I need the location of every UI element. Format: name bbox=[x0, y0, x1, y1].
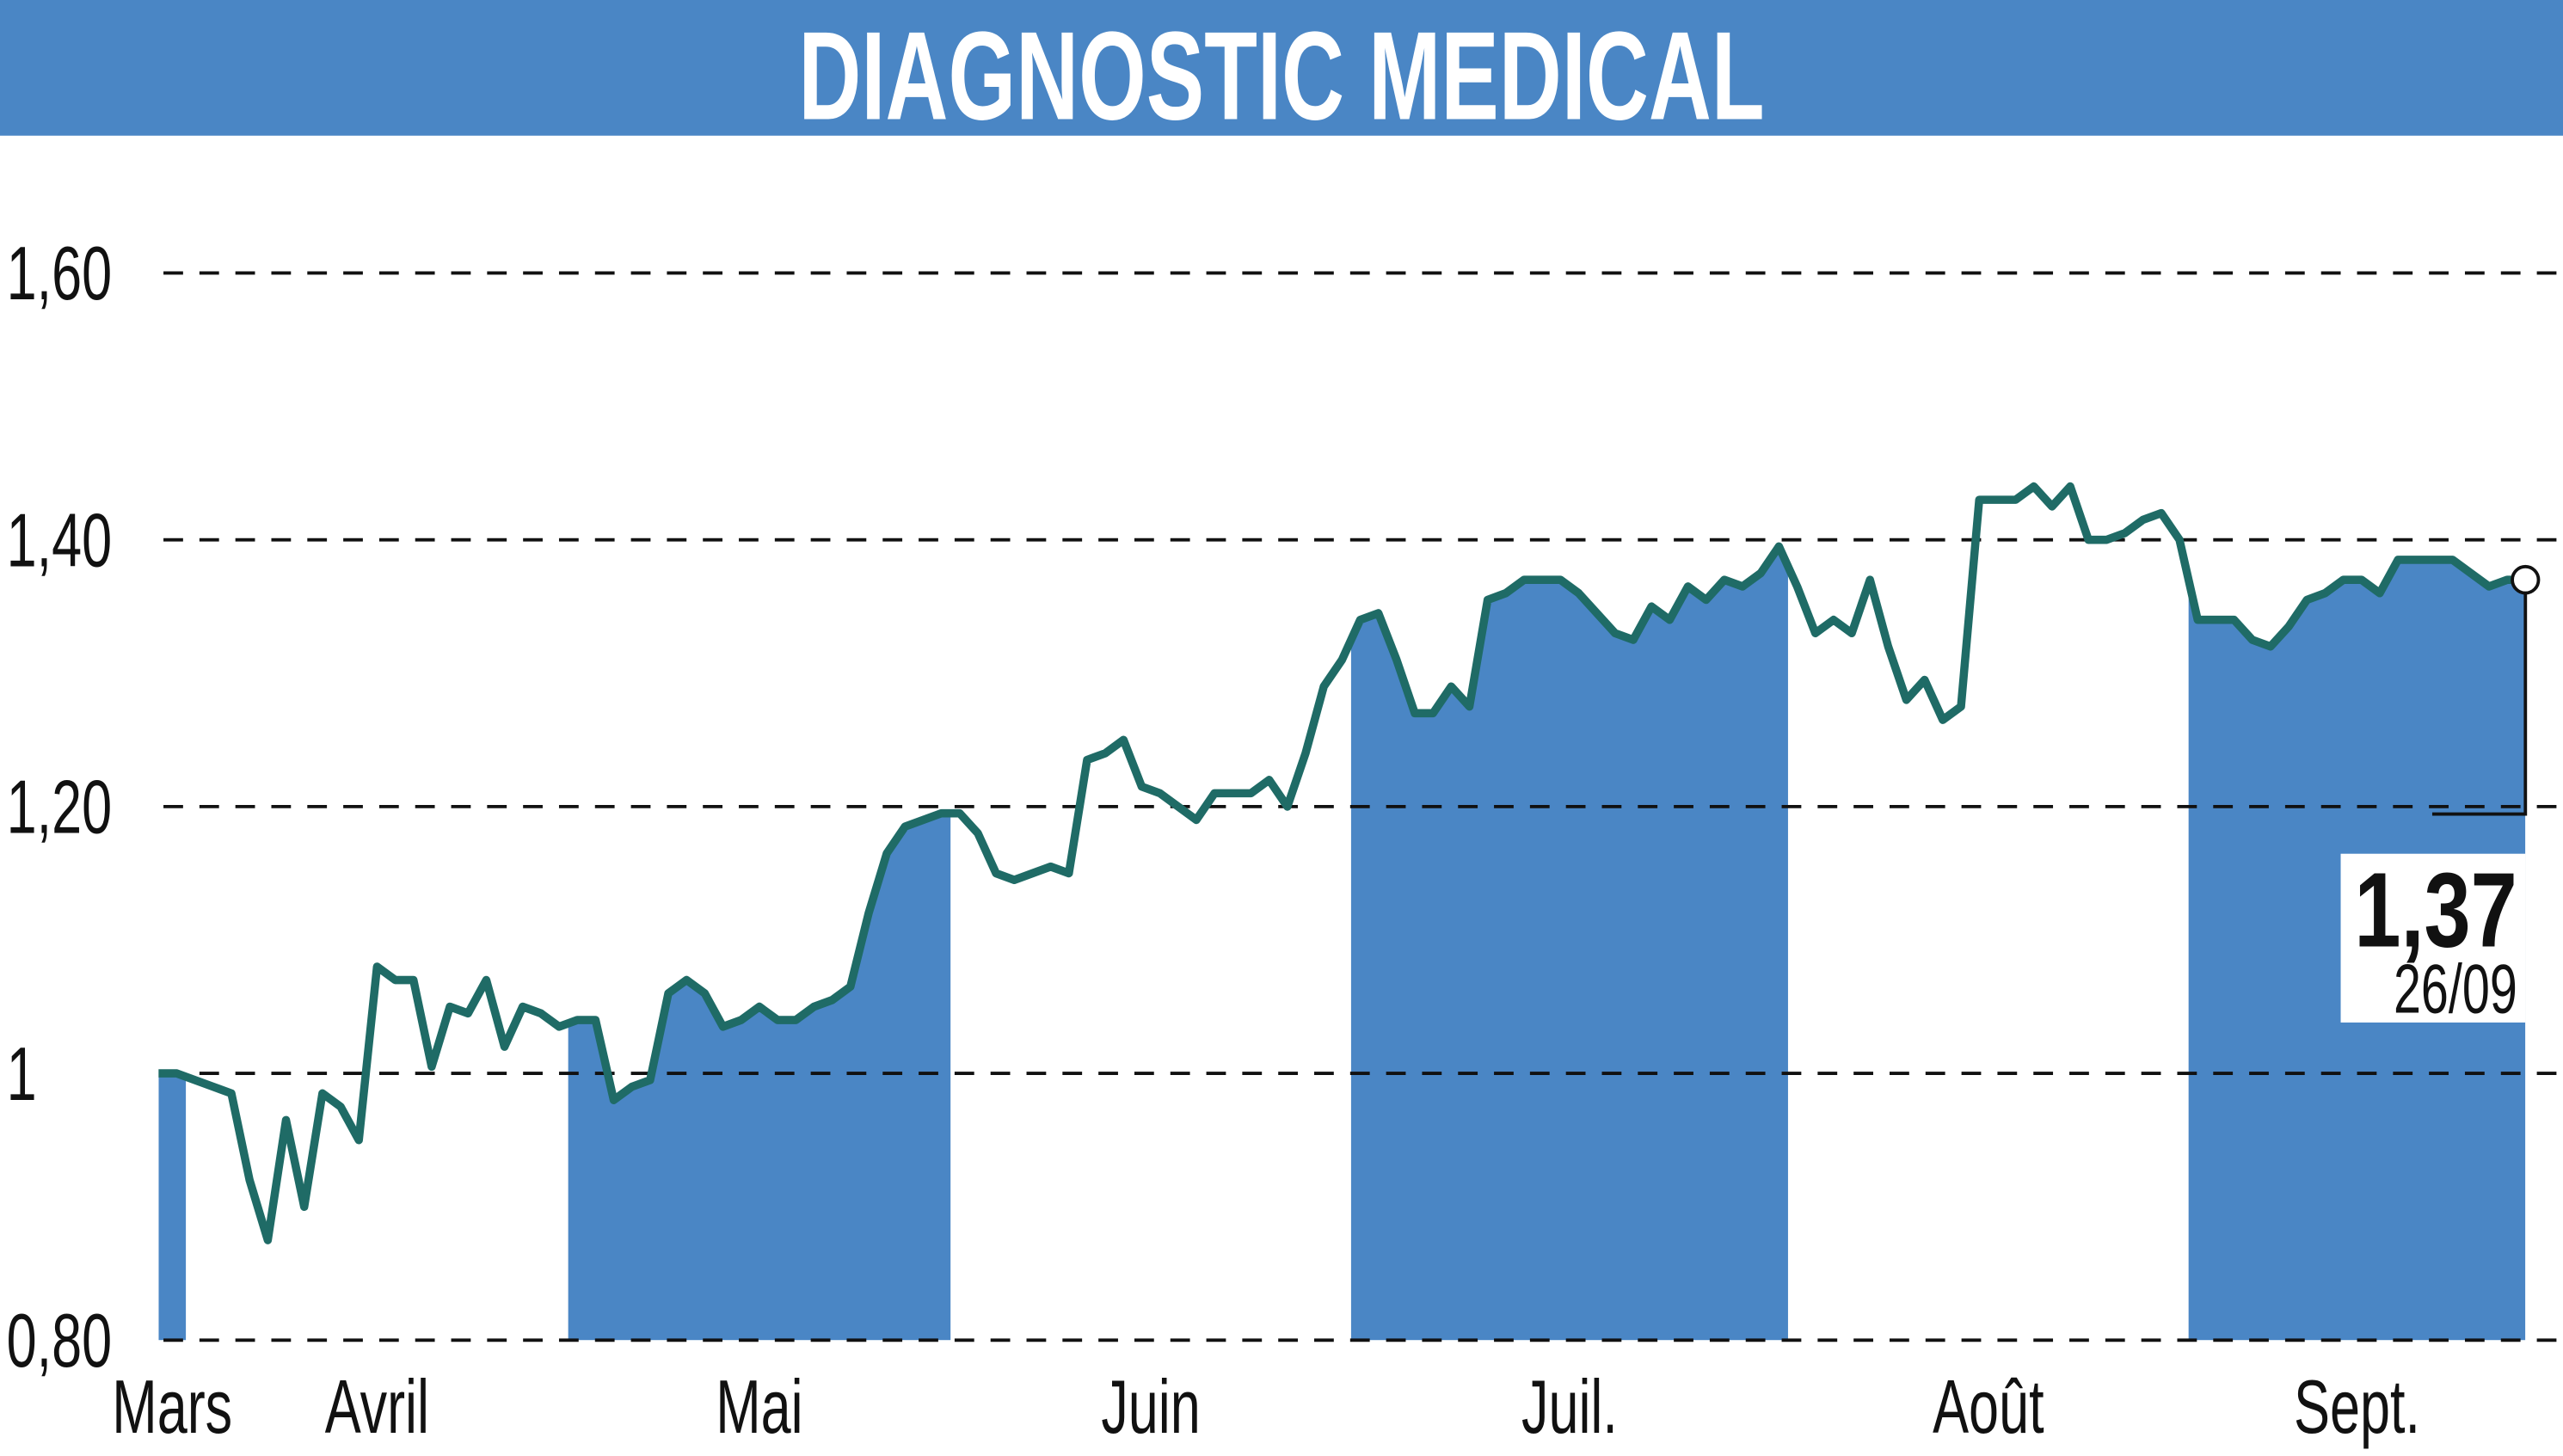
y-tick-label: 0,80 bbox=[7, 1299, 113, 1384]
price-line bbox=[158, 482, 2526, 1244]
last-point bbox=[2511, 564, 2541, 595]
x-tick-label: Mai bbox=[716, 1365, 802, 1450]
x-tick-label: Août bbox=[1933, 1365, 2044, 1450]
x-tick-label: Juin bbox=[1101, 1365, 1200, 1450]
y-tick-label: 1,40 bbox=[7, 498, 113, 583]
x-tick-label: Avril bbox=[325, 1365, 429, 1450]
last-value-label: 1,37 bbox=[2354, 851, 2517, 969]
y-tick-label: 1 bbox=[7, 1031, 37, 1116]
month-shade bbox=[158, 486, 2526, 1341]
y-tick-label: 1,60 bbox=[7, 231, 113, 316]
x-tick-label: Sept. bbox=[2294, 1365, 2420, 1450]
x-tick-label: Mars bbox=[112, 1365, 232, 1450]
x-tick-label: Juil. bbox=[1521, 1365, 1618, 1450]
chart-title: DIAGNOSTIC MEDICAL bbox=[798, 5, 1764, 146]
callout-line bbox=[2431, 580, 2528, 816]
last-date-label: 26/09 bbox=[2394, 950, 2517, 1028]
callout-box bbox=[2340, 853, 2526, 1023]
y-tick-label: 1,20 bbox=[7, 765, 113, 850]
title-bar bbox=[0, 0, 2563, 136]
